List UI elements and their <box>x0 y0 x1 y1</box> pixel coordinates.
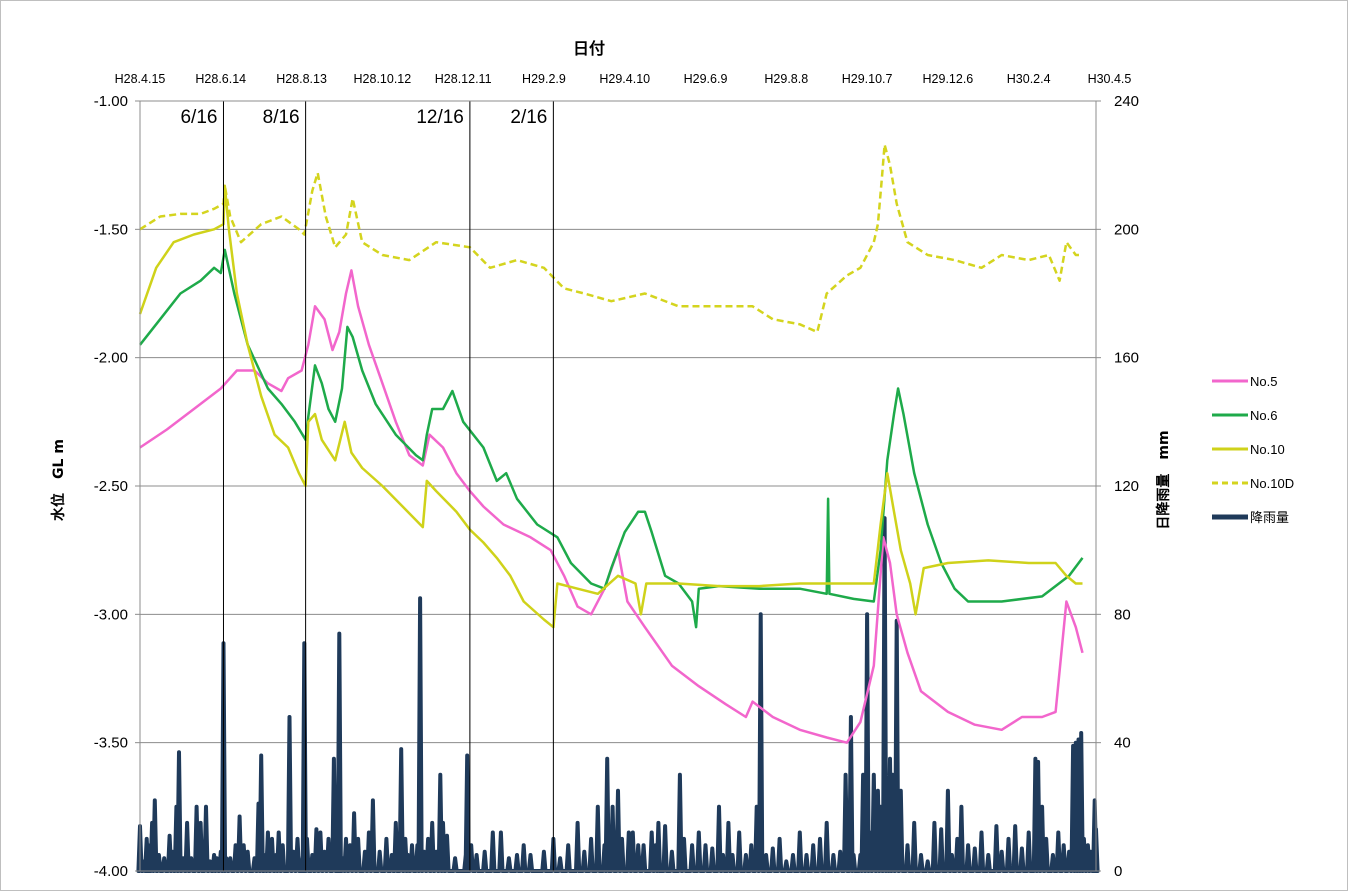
series-line-no10 <box>138 184 1083 629</box>
y-tick-label: -3.00 <box>94 606 128 623</box>
x-axis-title: 日付 <box>573 39 605 58</box>
series-lines <box>138 143 1084 744</box>
y2-tick-label: 40 <box>1114 735 1131 752</box>
y-tick-label: -1.00 <box>94 93 128 110</box>
annotation-label: 2/16 <box>510 107 547 128</box>
x-tick-label: H29.2.9 <box>522 72 566 86</box>
y-tick-label: -4.00 <box>94 863 128 880</box>
legend-label: No.10 <box>1250 442 1285 457</box>
annotation-label: 6/16 <box>180 107 217 128</box>
gridlines <box>140 228 1096 744</box>
plot-area <box>139 100 1097 872</box>
series-line-no10d <box>139 143 1083 334</box>
x-tick-label: H29.6.9 <box>684 72 728 86</box>
y2-tick-label: 240 <box>1114 93 1139 110</box>
y2-tick-label: 120 <box>1114 478 1139 495</box>
x-tick-label: H28.4.15 <box>115 72 166 86</box>
x-tick-label: H29.8.8 <box>764 72 808 86</box>
x-tick-label: H30.2.4 <box>1007 72 1051 86</box>
y-tick-label: -1.50 <box>94 221 128 238</box>
annotation-lines: 6/16 8/16 12/16 2/16 <box>180 101 554 871</box>
x-tick-label: H28.6.14 <box>195 72 246 86</box>
annotation-label: 8/16 <box>263 107 300 128</box>
series-line-no6 <box>139 248 1084 629</box>
legend-label: 降雨量 <box>1250 510 1289 525</box>
axes: -1.00 240 -1.50 200 -2.00 160 -2.50 120 -3.00 80 -… <box>94 72 1139 880</box>
legend: No.5 No.6 No.10 No.10D 降雨量 <box>1212 374 1294 525</box>
x-tick-label: H30.4.5 <box>1088 72 1132 86</box>
x-tick-label: H29.10.7 <box>842 72 893 86</box>
legend-label: No.5 <box>1250 374 1277 389</box>
legend-label: No.6 <box>1250 408 1277 423</box>
y-tick-label: -2.00 <box>94 350 128 367</box>
y2-tick-label: 80 <box>1114 606 1131 623</box>
annotation-label: 12/16 <box>416 107 464 128</box>
x-tick-label: H29.4.10 <box>599 72 650 86</box>
y2-tick-label: 0 <box>1114 863 1122 880</box>
legend-label: No.10D <box>1250 476 1294 491</box>
y-axis-title-right: 日降雨量 mm <box>1155 430 1172 529</box>
series-rainfall <box>136 516 1100 873</box>
y-tick-label: -3.50 <box>94 735 128 752</box>
series-line-no5 <box>139 269 1084 744</box>
x-tick-label: H28.10.12 <box>354 72 412 86</box>
rainfall-line <box>136 516 1100 873</box>
y2-tick-label: 160 <box>1114 350 1139 367</box>
x-tick-label: H28.12.11 <box>435 72 492 86</box>
x-tick-label: H29.12.6 <box>923 72 974 86</box>
y-axis-title-left: 水位 GL m <box>50 439 67 521</box>
y2-tick-label: 200 <box>1114 221 1139 238</box>
y-tick-label: -2.50 <box>94 478 128 495</box>
x-tick-label: H28.8.13 <box>276 72 327 86</box>
